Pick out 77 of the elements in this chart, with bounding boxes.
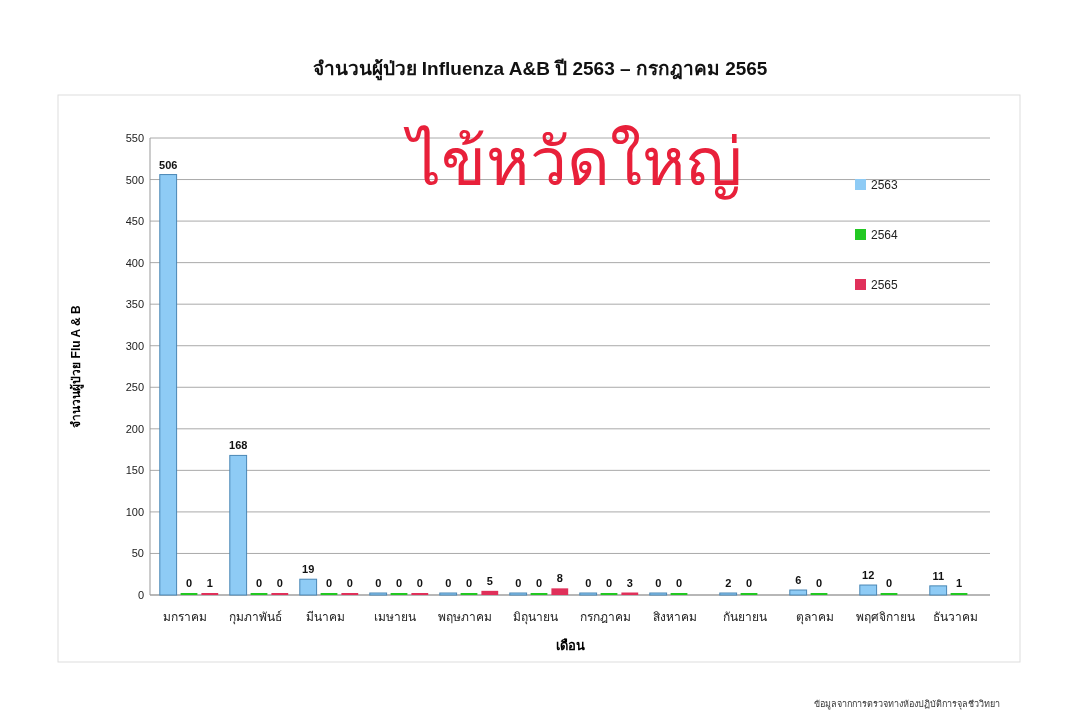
bar <box>789 589 808 596</box>
data-label: 0 <box>395 577 403 589</box>
y-tick-label: 250 <box>125 381 144 394</box>
y-tick-label: 150 <box>125 464 144 477</box>
data-label: 0 <box>185 577 193 589</box>
data-label: 0 <box>815 577 823 589</box>
bar <box>551 588 569 595</box>
data-label: 11 <box>932 569 945 582</box>
text: ข้อมูลจากการตรวจทางห้องปฏิบัติการจุลชีววิทยา <box>814 699 1000 710</box>
x-tick-label: สิงหาคม <box>653 610 697 624</box>
y-tick-label: 500 <box>125 173 144 186</box>
data-label: 0 <box>885 577 893 589</box>
data-label: 1 <box>955 577 963 589</box>
y-tick-label: 400 <box>125 256 144 269</box>
data-label: 0 <box>745 577 753 589</box>
data-label: 12 <box>862 569 875 582</box>
annotation: ไข้หวัดใหญ่ <box>403 125 742 200</box>
bar <box>369 592 388 596</box>
bar <box>929 585 948 596</box>
x-tick-label: พฤศจิกายน <box>855 610 915 624</box>
legend-label: 2564 <box>871 228 899 242</box>
data-label: 0 <box>655 577 662 589</box>
y-tick-label: 50 <box>131 547 144 560</box>
data-label: 3 <box>626 576 633 589</box>
y-tick-label: 0 <box>137 589 144 601</box>
x-tick-label: เมษายน <box>374 610 416 624</box>
data-label: 0 <box>445 577 452 589</box>
x-tick-label: กรกฎาคม <box>579 610 631 624</box>
data-label: 506 <box>159 158 178 171</box>
data-label: 0 <box>255 577 263 589</box>
bar <box>719 592 738 596</box>
data-label: 0 <box>416 577 423 589</box>
x-tick-label: มิถุนายน <box>512 610 558 625</box>
data-label: 0 <box>375 577 382 589</box>
bar <box>159 174 178 596</box>
chart-title: จำนวนผู้ป่วย Influenza A&B ปี 2563 – กรกฎาคม 2565 <box>312 58 768 81</box>
data-label: 0 <box>465 577 473 589</box>
x-tick-label: กุมภาพันธ์ <box>228 610 282 625</box>
bar <box>439 592 458 596</box>
data-label: 5 <box>486 574 493 587</box>
x-tick-label: กันยายน <box>723 610 767 624</box>
bar <box>481 590 499 595</box>
bar <box>229 454 248 596</box>
data-label: 0 <box>535 577 543 589</box>
x-tick-label: มกราคม <box>163 610 207 624</box>
data-label: 0 <box>675 577 683 589</box>
y-tick-label: 200 <box>125 422 144 435</box>
y-tick-label: 100 <box>125 505 144 518</box>
bar <box>859 584 878 596</box>
data-label: 8 <box>556 572 563 585</box>
y-tick-label: 300 <box>125 339 144 352</box>
y-axis-title: จำนวนผู้ป่วย Flu A & B <box>69 304 84 428</box>
y-tick-label: 350 <box>125 298 144 311</box>
bar <box>509 592 528 596</box>
bar <box>649 592 668 596</box>
bar <box>299 578 318 596</box>
y-tick-label: 550 <box>125 132 144 144</box>
data-label: 0 <box>585 577 592 589</box>
data-label: 2 <box>725 577 732 589</box>
y-tick-label: 450 <box>125 215 144 228</box>
x-tick-label: พฤษภาคม <box>438 610 492 624</box>
x-axis-title: เดือน <box>555 638 585 653</box>
data-label: 0 <box>605 577 613 589</box>
data-label: 0 <box>515 577 522 589</box>
data-label: 168 <box>229 439 248 452</box>
data-label: 6 <box>795 574 802 587</box>
bar <box>579 592 598 596</box>
legend-label: 2565 <box>871 278 899 292</box>
data-label: 1 <box>206 577 213 589</box>
x-tick-label: ธันวาคม <box>932 610 978 624</box>
x-tick-label: ตุลาคม <box>796 610 834 625</box>
data-label: 0 <box>276 577 283 589</box>
data-label: 0 <box>346 577 353 589</box>
data-label: 0 <box>325 577 333 589</box>
x-tick-label: มีนาคม <box>305 610 345 624</box>
data-label: 19 <box>302 563 315 576</box>
legend-label: 2563 <box>871 178 899 192</box>
